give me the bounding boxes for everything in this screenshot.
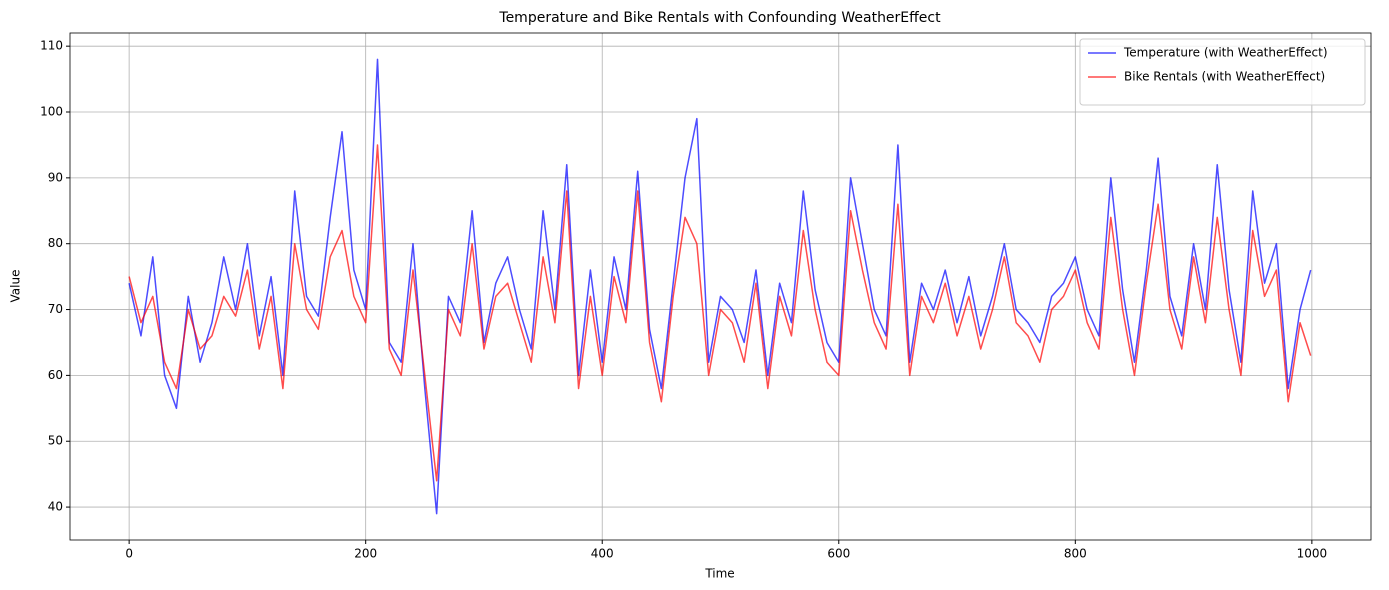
y-tick-label: 70 [48, 302, 63, 316]
y-tick-label: 110 [40, 39, 63, 53]
legend: Temperature (with WeatherEffect) Bike Ren… [1079, 38, 1366, 106]
legend-label: Bike Rentals (with WeatherEffect) [1124, 70, 1325, 84]
y-tick-label: 60 [48, 368, 63, 382]
x-tick-label: 200 [354, 547, 377, 561]
y-tick-label: 50 [48, 434, 63, 448]
x-tick-label: 800 [1064, 547, 1087, 561]
y-tick-label: 90 [48, 170, 63, 184]
series-line [128, 144, 1312, 482]
y-tick-label: 40 [48, 500, 63, 514]
y-tick-label: 100 [40, 105, 63, 119]
y-axis-label: Value [9, 270, 23, 303]
x-axis-label: Time [704, 567, 734, 581]
x-tick-label: 600 [827, 547, 850, 561]
legend-box [1079, 38, 1366, 106]
y-tick-label: 80 [48, 236, 63, 250]
x-tick-label: 0 [125, 547, 133, 561]
legend-label: Temperature (with WeatherEffect) [1123, 46, 1328, 60]
plot-frame [69, 32, 1372, 541]
chart-title: Temperature and Bike Rentals with Confou… [498, 10, 941, 26]
x-tick-label: 1000 [1297, 547, 1328, 561]
series-line [128, 58, 1312, 515]
x-tick-label: 400 [591, 547, 614, 561]
